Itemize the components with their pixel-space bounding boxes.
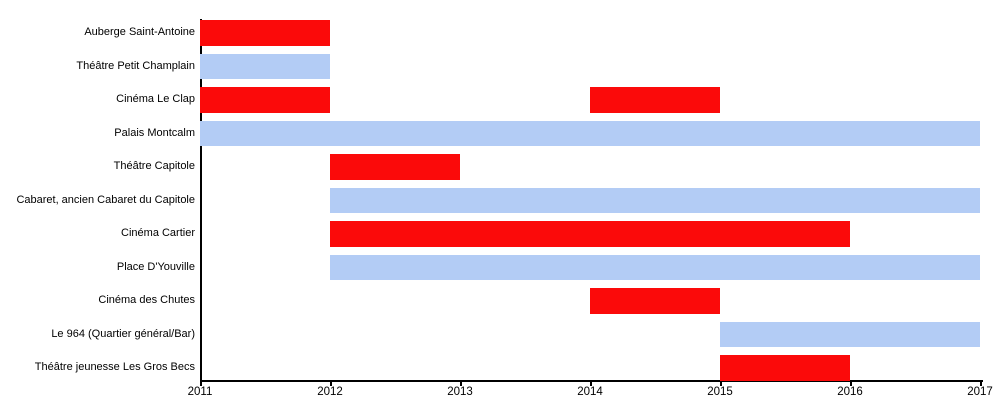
x-axis-tick — [850, 381, 852, 386]
x-axis-tick — [590, 381, 592, 386]
y-axis-line — [200, 19, 202, 381]
x-axis-line — [200, 380, 983, 382]
gantt-bar — [200, 120, 980, 146]
row-label: Cinéma des Chutes — [98, 294, 195, 306]
row-label: Palais Montcalm — [114, 126, 195, 139]
x-axis-tick-label: 2016 — [837, 386, 863, 398]
x-axis-tick — [200, 381, 202, 386]
row-label: Cabaret, ancien Cabaret du Capitole — [16, 193, 195, 206]
row-label: Théâtre Petit Champlain — [76, 59, 195, 72]
gantt-bar — [330, 221, 850, 247]
gantt-bar — [330, 187, 980, 213]
gantt-bar — [200, 53, 330, 79]
row-label: Théâtre Capitole — [113, 160, 195, 172]
x-axis-tick-label: 2013 — [447, 386, 473, 398]
gantt-bar — [590, 288, 720, 314]
x-axis-tick-label: 2011 — [187, 386, 213, 398]
x-axis-tick-label: 2017 — [967, 386, 993, 398]
gantt-bar — [590, 87, 720, 113]
row-label: Auberge Saint-Antoine — [84, 26, 195, 38]
gantt-bar — [720, 355, 850, 381]
x-axis-tick-label: 2012 — [317, 386, 343, 398]
gantt-bar — [720, 321, 980, 347]
x-axis-tick-label: 2014 — [577, 386, 603, 398]
gantt-bar — [200, 87, 330, 113]
x-axis-tick — [330, 381, 332, 386]
gantt-bar — [330, 254, 980, 280]
row-label: Cinéma Le Clap — [116, 93, 195, 105]
x-axis-tick — [460, 381, 462, 386]
x-axis-tick — [980, 381, 982, 386]
row-label: Cinéma Cartier — [121, 227, 195, 239]
row-label: Théâtre jeunesse Les Gros Becs — [34, 361, 195, 373]
x-axis-tick-label: 2015 — [707, 386, 733, 398]
gantt-bar — [200, 20, 330, 46]
row-label: Le 964 (Quartier général/Bar) — [51, 327, 195, 340]
x-axis-tick — [720, 381, 722, 386]
gantt-bar — [330, 154, 460, 180]
row-label: Place D'Youville — [116, 260, 195, 273]
